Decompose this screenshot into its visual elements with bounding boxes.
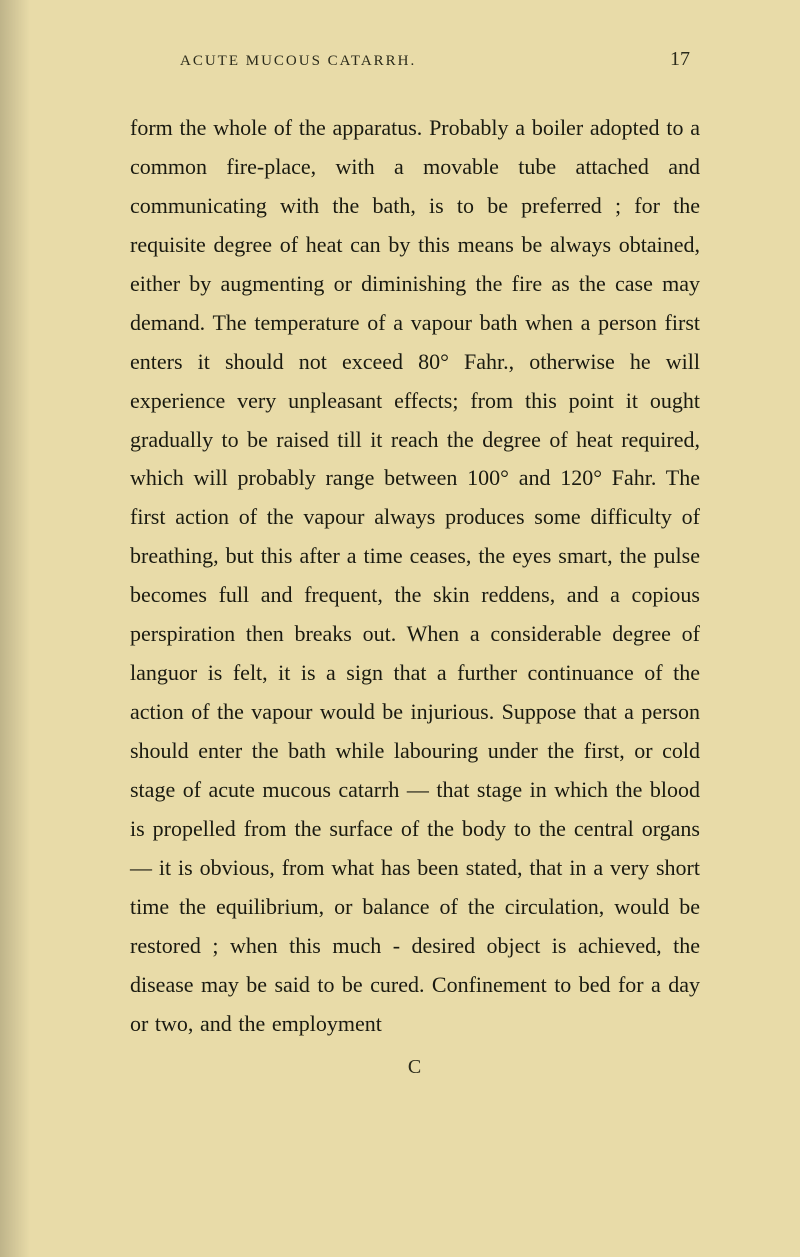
document-page: ACUTE MUCOUS CATARRH. 17 form the whole …	[0, 0, 800, 1257]
running-head: ACUTE MUCOUS CATARRH.	[180, 53, 416, 70]
page-number: 17	[670, 48, 690, 71]
body-paragraph: form the whole of the apparatus. Probabl…	[130, 109, 700, 1044]
body-text: form the whole of the apparatus. Probabl…	[130, 109, 700, 1044]
page-header: ACUTE MUCOUS CATARRH. 17	[130, 48, 700, 71]
signature-mark: C	[130, 1056, 700, 1079]
